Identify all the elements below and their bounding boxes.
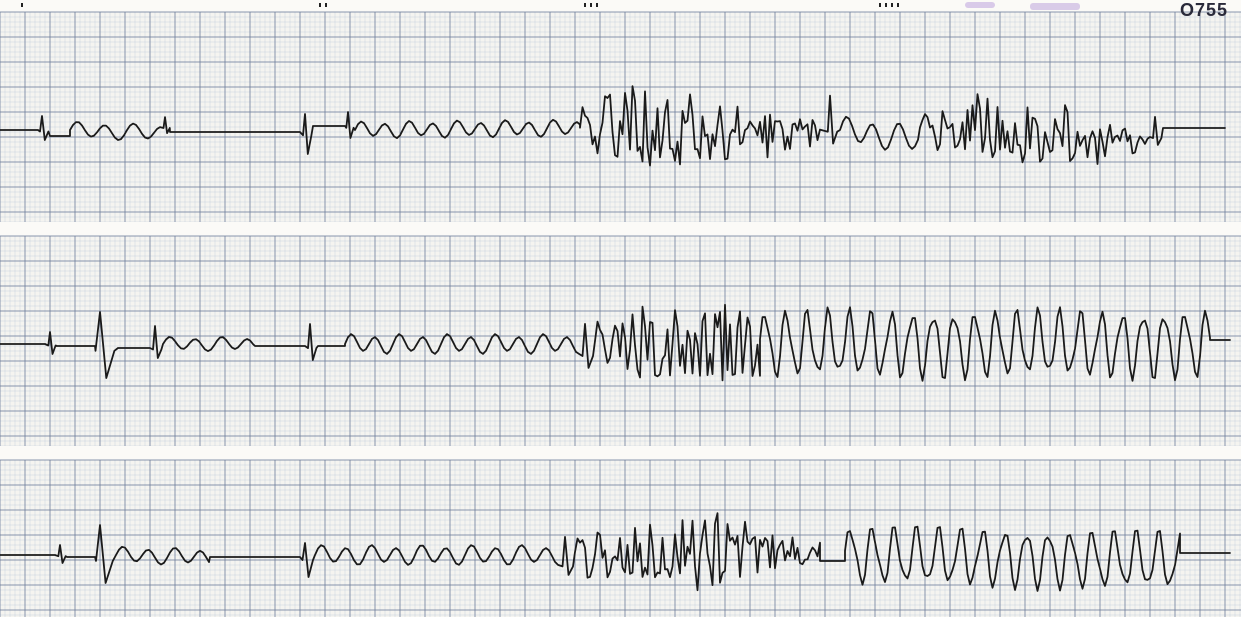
ecg-chart-container: O755: [0, 0, 1241, 617]
timestamp-annotation: O755: [1180, 0, 1228, 21]
ecg-svg: [0, 0, 1241, 617]
